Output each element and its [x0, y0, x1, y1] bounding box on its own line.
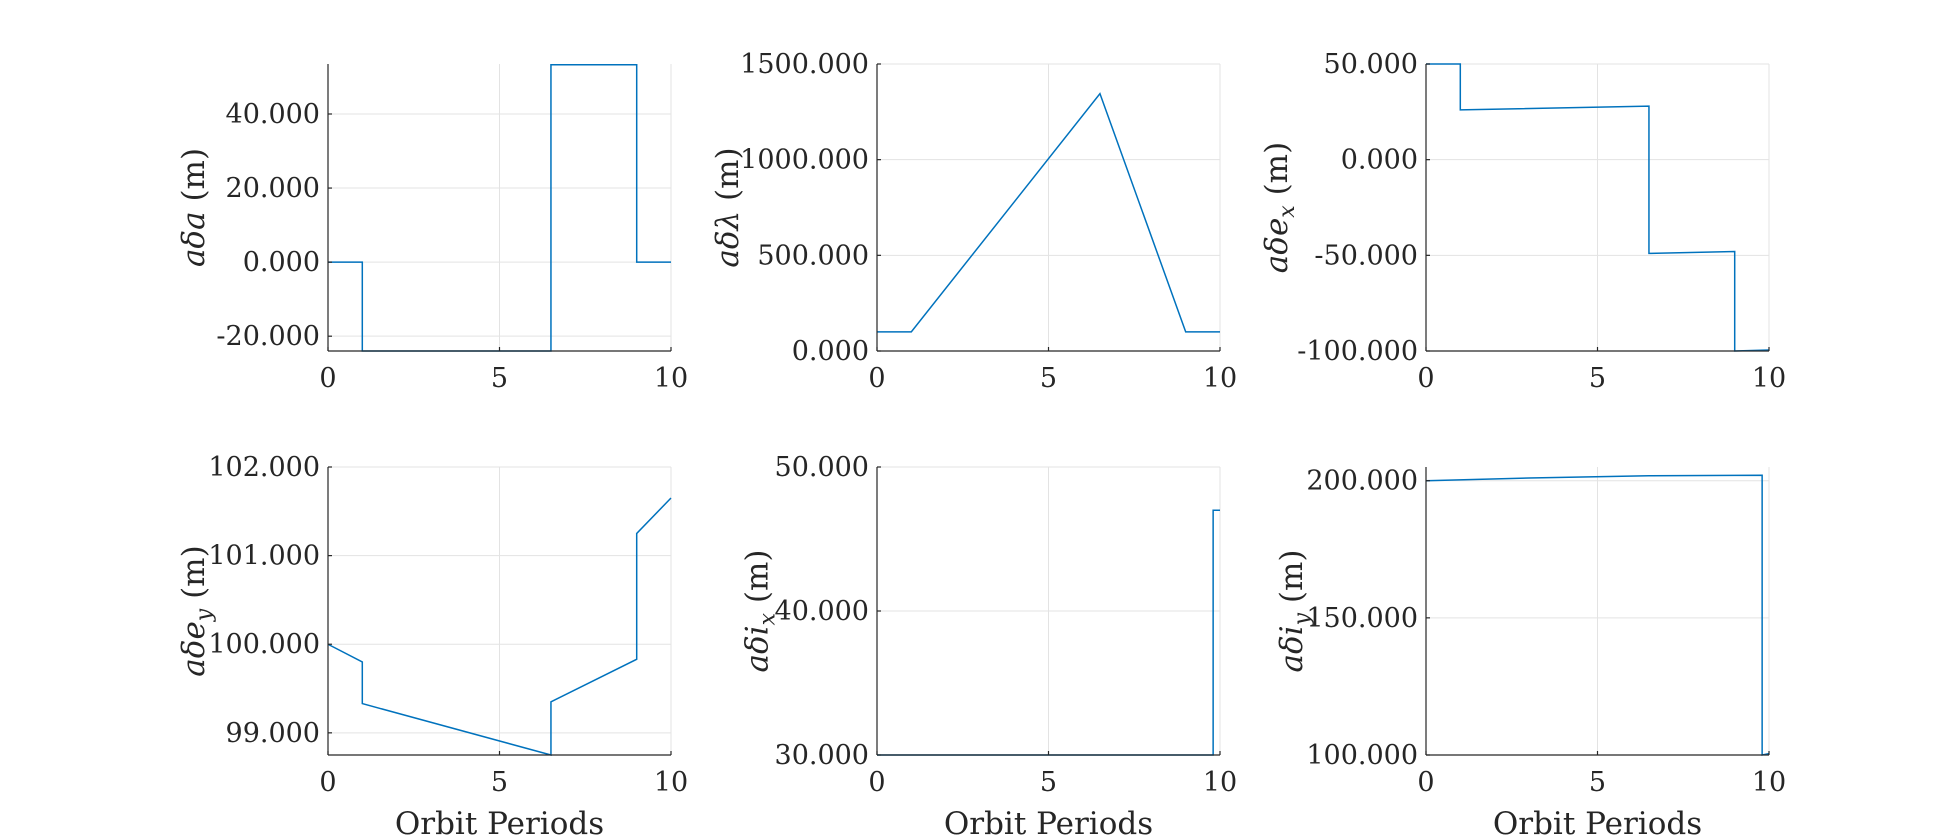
x-tick-label: 0 [868, 363, 885, 394]
axis-label-symbol: aδe [176, 621, 212, 677]
axis-label-unit: (m) [1259, 142, 1295, 196]
x-tick-label: 5 [1589, 767, 1606, 798]
axis-label-subscript: x [755, 612, 780, 625]
axis-label-subscript: y [1290, 612, 1315, 626]
axis-label-symbol: aδλ [710, 211, 746, 268]
axis-label-gap [1274, 603, 1310, 613]
y-tick-label: 0.000 [243, 247, 320, 278]
x-tick-label: 10 [1203, 363, 1237, 394]
series-line-1 [1426, 63, 1770, 352]
x-tick-label: 0 [319, 767, 336, 798]
x-axis-label: Orbit Periods [1493, 806, 1702, 840]
y-axis-label: aδex (m) [1259, 142, 1300, 273]
axis-label-symbol: aδi [1274, 625, 1310, 672]
x-tick-label: 0 [319, 363, 336, 394]
axis-label-symbol: aδe [1259, 218, 1295, 274]
y-tick-label: 102.000 [208, 452, 320, 483]
axis-label-gap [176, 599, 212, 609]
y-tick-label: 101.000 [208, 541, 320, 572]
x-tick-label: 5 [1589, 363, 1606, 394]
series-line-1 [327, 497, 672, 756]
y-tick-label: 30.000 [775, 740, 869, 771]
x-axis-label: Orbit Periods [944, 806, 1153, 840]
x-tick-label: 10 [1752, 767, 1786, 798]
y-tick-label: 100.000 [1306, 740, 1418, 771]
subplot-4: 0 5 10 99.000 100.000 101.000 102.000 aδey (m) O… [176, 452, 688, 840]
x-tick-label: 10 [1752, 363, 1786, 394]
axis-label-unit: (m) [710, 147, 746, 201]
x-tick-label: 10 [1203, 767, 1237, 798]
y-tick-label: 200.000 [1306, 466, 1418, 497]
series-line-1 [877, 92, 1220, 333]
subplot-5: 0 5 10 30.000 40.000 50.000 aδix (m) Orbit Peri… [739, 452, 1237, 840]
y-axis-label: aδey (m) [176, 545, 217, 676]
y-tick-label: 150.000 [1306, 603, 1418, 634]
y-tick-label: 20.000 [226, 173, 320, 204]
y-tick-label: 0.000 [792, 336, 869, 367]
y-tick-label: 0.000 [1341, 145, 1418, 176]
y-axis-label: aδiy (m) [1274, 550, 1315, 673]
y-tick-label: 1500.000 [740, 49, 869, 80]
x-tick-label: 5 [491, 767, 508, 798]
x-axis-label: Orbit Periods [395, 806, 604, 840]
x-tick-label: 10 [654, 767, 688, 798]
y-tick-label: -100.000 [1297, 336, 1418, 367]
y-tick-label: 500.000 [757, 240, 869, 271]
x-tick-label: 5 [1040, 363, 1057, 394]
axis-label-unit: (m) [1274, 550, 1310, 604]
y-tick-label: -50.000 [1314, 240, 1418, 271]
y-tick-label: 100.000 [208, 629, 320, 660]
axis-label-subscript: y [192, 608, 217, 622]
x-tick-label: 10 [654, 363, 688, 394]
y-tick-label: 1000.000 [740, 145, 869, 176]
y-tick-label: 50.000 [775, 452, 869, 483]
axis-label-symbol: aδi [739, 625, 775, 672]
subplot-3: 0 5 10 -100.000 -50.000 0.000 50.000 aδex (m) [1259, 49, 1786, 394]
axis-label-unit: (m) [739, 550, 775, 604]
series-line-1 [328, 63, 671, 352]
y-tick-label: 40.000 [775, 596, 869, 627]
y-tick-label: 40.000 [226, 99, 320, 130]
subplot-1: 0 5 10 -20.000 0.000 20.000 40.000 aδa (m) [176, 63, 688, 394]
x-tick-label: 5 [1040, 767, 1057, 798]
axis-label-gap [739, 603, 775, 613]
x-tick-label: 5 [491, 363, 508, 394]
y-tick-label: -20.000 [216, 321, 320, 352]
y-tick-label: 50.000 [1324, 49, 1418, 80]
y-axis-label: aδa (m) [176, 148, 212, 267]
axis-label-subscript: x [1275, 205, 1300, 218]
x-tick-label: 0 [1417, 363, 1434, 394]
x-tick-label: 0 [868, 767, 885, 798]
subplot-6: 0 5 10 100.000 150.000 200.000 aδiy (m) Orbit P… [1274, 466, 1786, 840]
y-axis-label: aδλ (m) [710, 147, 746, 267]
axis-label-gap [176, 202, 212, 212]
y-tick-label: 99.000 [226, 718, 320, 749]
axis-label-gap [1259, 195, 1295, 205]
axis-label-unit: (m) [176, 148, 212, 202]
axis-label-gap [710, 201, 746, 211]
axis-label-unit: (m) [176, 545, 212, 599]
y-axis-label: aδix (m) [739, 550, 780, 673]
subplot-2: 0 5 10 0.000 500.000 1000.000 1500.000 aδλ (m) [710, 49, 1237, 394]
x-tick-label: 0 [1417, 767, 1434, 798]
axis-label-symbol: aδa [176, 211, 212, 267]
